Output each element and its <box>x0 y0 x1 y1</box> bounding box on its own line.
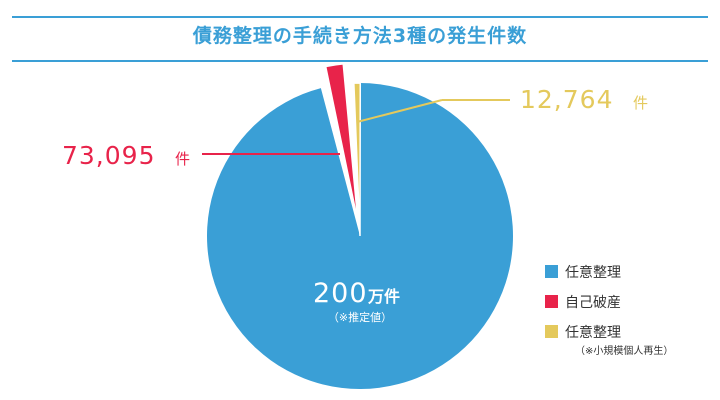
legend-swatch-kojin <box>545 325 558 338</box>
legend-label-kojin: 任意整理 <box>565 325 621 341</box>
legend-swatch-hasan <box>545 295 558 308</box>
legend-swatch-nini <box>545 265 558 278</box>
data-label-hasan-value: 73,095 <box>62 141 155 170</box>
data-label-hasan-unit: 件 <box>175 150 190 168</box>
legend-note-kojin: （※小規模個人再生） <box>575 346 674 357</box>
pie-slice-hasan <box>324 63 359 223</box>
legend-label-hasan: 自己破産 <box>565 295 621 311</box>
data-label-nini-note: （※推定値） <box>328 310 392 324</box>
title-band <box>12 16 708 62</box>
legend-label-nini: 任意整理 <box>565 265 621 281</box>
data-label-nini-value: 200 <box>313 278 368 309</box>
chart-title: 債務整理の手続き方法3種の発生件数 <box>192 25 528 47</box>
data-label-kojin-value: 12,764 <box>520 85 613 114</box>
leader-line-kojin <box>356 99 443 123</box>
data-label-kojin-unit: 件 <box>633 94 648 112</box>
data-label-nini-unit: 万件 <box>367 287 400 306</box>
